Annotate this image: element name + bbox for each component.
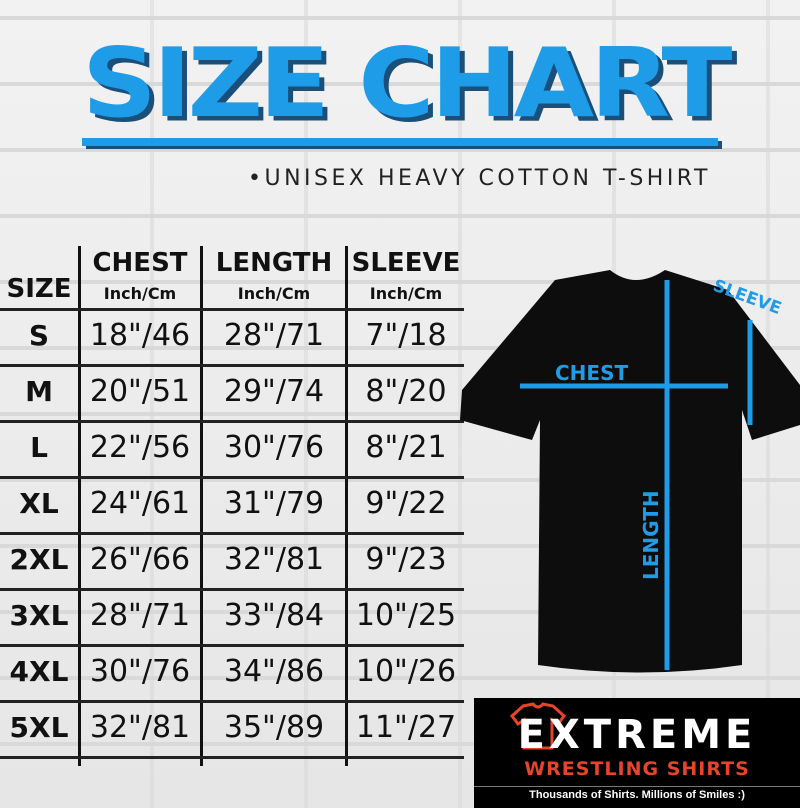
measurement-cell: 32"/81 (223, 542, 325, 577)
tshirt-shape (460, 270, 800, 673)
column-divider (345, 246, 348, 766)
size-cell: 3XL (9, 599, 69, 632)
tshirt-logo-icon (509, 702, 567, 750)
measurement-cell: 33"/84 (223, 598, 325, 633)
row-divider (0, 756, 464, 759)
logo-subtitle: WRESTLING SHIRTS (524, 758, 750, 780)
measurement-cell: 8"/21 (365, 430, 447, 465)
column-header: CHEST (92, 248, 188, 278)
logo-tagline: Thousands of Shirts. Millions of Smiles … (474, 786, 800, 803)
measurement-cell: 28"/71 (223, 318, 325, 353)
measurement-cell: 30"/76 (223, 430, 325, 465)
size-cell: L (30, 431, 48, 464)
row-divider (0, 588, 464, 591)
chest-label: CHEST (555, 361, 628, 385)
size-cell: 5XL (9, 711, 69, 744)
page-title: SIZE CHART (82, 26, 732, 140)
measurement-cell: 22"/56 (89, 430, 191, 465)
title-underline (82, 138, 718, 146)
measurement-cell: 10"/25 (355, 598, 457, 633)
column-divider (200, 246, 203, 766)
row-divider (0, 308, 464, 311)
subtitle: •UNISEX HEAVY COTTON T-SHIRT (248, 166, 711, 191)
measurement-cell: 31"/79 (223, 486, 325, 521)
measurement-cell: 24"/61 (89, 486, 191, 521)
brand-logo: EXTREME WRESTLING SHIRTS Thousands of Sh… (474, 698, 800, 808)
measurement-cell: 18"/46 (89, 318, 191, 353)
row-divider (0, 364, 464, 367)
column-divider (78, 246, 81, 766)
measurement-cell: 30"/76 (89, 654, 191, 689)
column-unit: Inch/Cm (369, 284, 443, 303)
measurement-cell: 34"/86 (223, 654, 325, 689)
measurement-cell: 29"/74 (223, 374, 325, 409)
measurement-cell: 9"/22 (365, 486, 447, 521)
measurement-cell: 7"/18 (365, 318, 447, 353)
measurement-cell: 20"/51 (89, 374, 191, 409)
measurement-cell: 35"/89 (223, 710, 325, 745)
measurement-cell: 11"/27 (355, 710, 457, 745)
column-header: LENGTH (215, 248, 333, 278)
measurement-cell: 10"/26 (355, 654, 457, 689)
size-cell: XL (19, 487, 59, 520)
row-divider (0, 644, 464, 647)
row-divider (0, 476, 464, 479)
size-cell: 2XL (9, 543, 69, 576)
measurement-cell: 32"/81 (89, 710, 191, 745)
row-divider (0, 420, 464, 423)
size-cell: 4XL (9, 655, 69, 688)
logo-name: EXTREME (517, 712, 757, 758)
measurement-cell: 26"/66 (89, 542, 191, 577)
size-cell: M (25, 375, 53, 408)
tshirt-diagram: CHEST LENGTH SLEEVE (460, 270, 800, 673)
column-header: SLEEVE (351, 248, 461, 278)
length-label: LENGTH (639, 490, 663, 580)
column-unit: Inch/Cm (103, 284, 177, 303)
row-divider (0, 700, 464, 703)
measurement-cell: 8"/20 (365, 374, 447, 409)
column-unit: Inch/Cm (237, 284, 311, 303)
size-header: SIZE (6, 274, 72, 304)
row-divider (0, 532, 464, 535)
size-cell: S (28, 319, 50, 352)
measurement-cell: 9"/23 (365, 542, 447, 577)
measurement-cell: 28"/71 (89, 598, 191, 633)
